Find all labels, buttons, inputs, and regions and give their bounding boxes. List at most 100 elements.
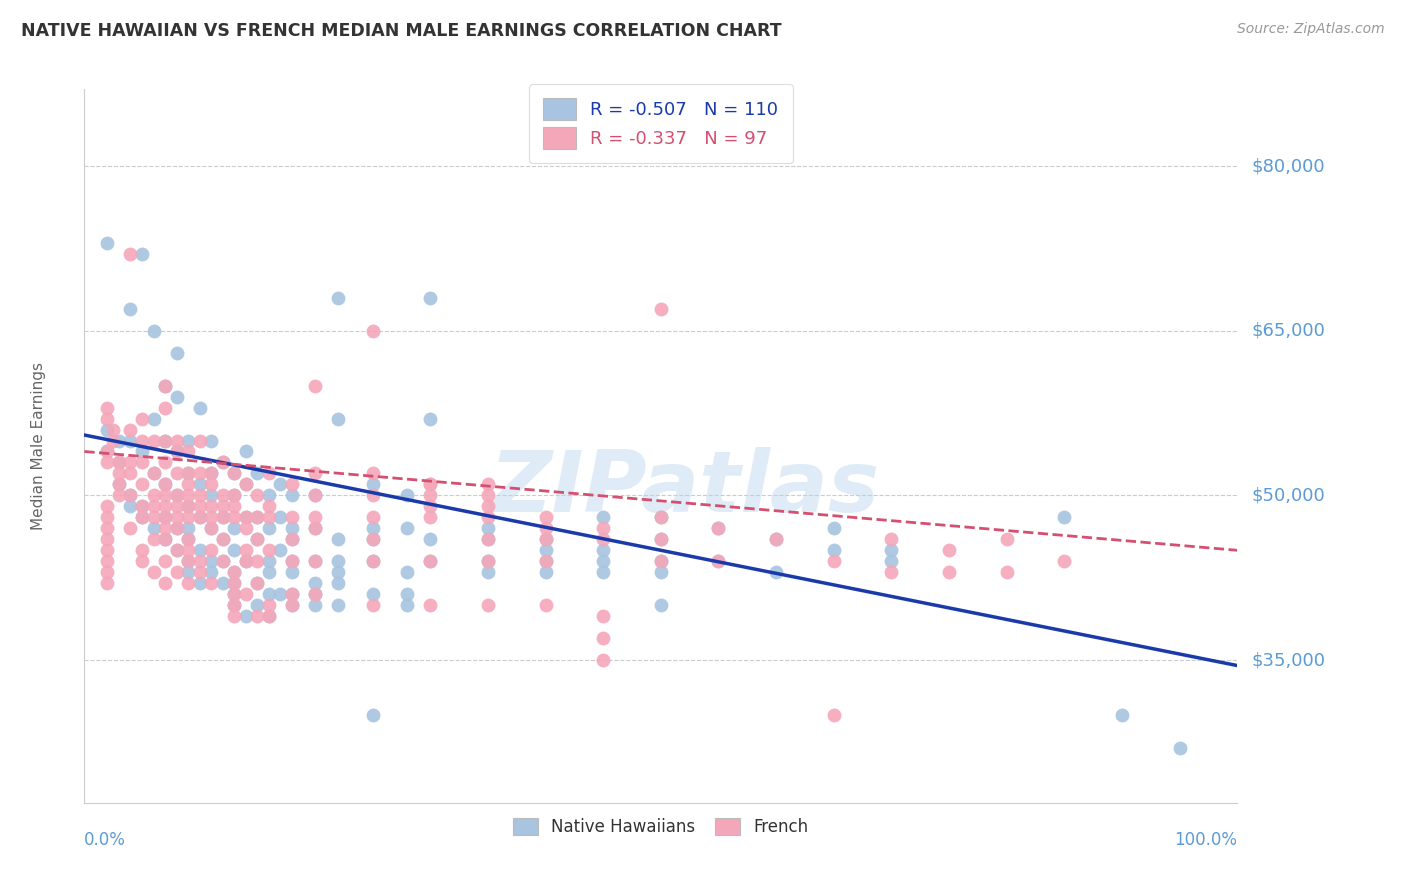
Point bbox=[304, 488, 326, 502]
Text: ZIPatlas: ZIPatlas bbox=[489, 447, 879, 531]
Point bbox=[361, 533, 384, 547]
Point bbox=[419, 500, 441, 514]
Point bbox=[120, 521, 142, 535]
Point bbox=[281, 533, 304, 547]
Point bbox=[96, 500, 118, 514]
Point bbox=[166, 390, 188, 404]
Point bbox=[246, 576, 269, 591]
Point bbox=[153, 521, 176, 535]
Point bbox=[304, 598, 326, 612]
Point bbox=[361, 554, 384, 568]
Point bbox=[419, 411, 441, 425]
Point bbox=[200, 500, 222, 514]
Point bbox=[166, 488, 188, 502]
Point bbox=[177, 444, 200, 458]
Point bbox=[211, 510, 233, 524]
Point bbox=[880, 543, 903, 558]
Point bbox=[142, 411, 165, 425]
Point bbox=[224, 598, 246, 612]
Point bbox=[361, 598, 384, 612]
Point bbox=[96, 521, 118, 535]
Point bbox=[765, 566, 787, 580]
Point bbox=[419, 510, 441, 524]
Point bbox=[995, 533, 1018, 547]
Point bbox=[166, 488, 188, 502]
Point bbox=[592, 533, 614, 547]
Point bbox=[153, 576, 176, 591]
Point bbox=[120, 467, 142, 481]
Point bbox=[142, 467, 165, 481]
Text: 100.0%: 100.0% bbox=[1174, 831, 1237, 849]
Point bbox=[1053, 510, 1076, 524]
Point bbox=[108, 434, 131, 448]
Point bbox=[166, 543, 188, 558]
Point bbox=[224, 510, 246, 524]
Point bbox=[257, 566, 280, 580]
Point bbox=[131, 434, 153, 448]
Point bbox=[166, 444, 188, 458]
Point bbox=[361, 510, 384, 524]
Point bbox=[177, 566, 200, 580]
Point bbox=[211, 554, 233, 568]
Point bbox=[396, 587, 419, 601]
Point bbox=[131, 247, 153, 261]
Point bbox=[246, 554, 269, 568]
Point bbox=[224, 566, 246, 580]
Text: NATIVE HAWAIIAN VS FRENCH MEDIAN MALE EARNINGS CORRELATION CHART: NATIVE HAWAIIAN VS FRENCH MEDIAN MALE EA… bbox=[21, 22, 782, 40]
Point bbox=[108, 477, 131, 491]
Point bbox=[823, 554, 845, 568]
Point bbox=[235, 477, 257, 491]
Point bbox=[396, 566, 419, 580]
Point bbox=[200, 566, 222, 580]
Point bbox=[200, 521, 222, 535]
Point bbox=[200, 510, 222, 524]
Point bbox=[592, 521, 614, 535]
Point bbox=[211, 510, 233, 524]
Text: Source: ZipAtlas.com: Source: ZipAtlas.com bbox=[1237, 22, 1385, 37]
Point bbox=[419, 554, 441, 568]
Point bbox=[224, 587, 246, 601]
Point bbox=[650, 533, 672, 547]
Point bbox=[650, 510, 672, 524]
Point bbox=[1111, 806, 1133, 821]
Point bbox=[153, 488, 176, 502]
Point bbox=[361, 488, 384, 502]
Point bbox=[419, 291, 441, 305]
Point bbox=[419, 477, 441, 491]
Point bbox=[224, 598, 246, 612]
Point bbox=[166, 444, 188, 458]
Point bbox=[96, 444, 118, 458]
Point bbox=[108, 455, 131, 469]
Point bbox=[177, 477, 200, 491]
Point bbox=[281, 587, 304, 601]
Text: $35,000: $35,000 bbox=[1251, 651, 1324, 669]
Point bbox=[153, 434, 176, 448]
Point bbox=[153, 533, 176, 547]
Point bbox=[650, 510, 672, 524]
Point bbox=[96, 510, 118, 524]
Point bbox=[200, 477, 222, 491]
Point bbox=[361, 554, 384, 568]
Point bbox=[257, 587, 280, 601]
Point bbox=[534, 543, 557, 558]
Point bbox=[246, 467, 269, 481]
Point bbox=[880, 566, 903, 580]
Point bbox=[477, 598, 499, 612]
Text: 0.0%: 0.0% bbox=[84, 831, 127, 849]
Point bbox=[120, 455, 142, 469]
Point bbox=[235, 444, 257, 458]
Point bbox=[707, 554, 730, 568]
Point bbox=[477, 554, 499, 568]
Point bbox=[477, 500, 499, 514]
Point bbox=[153, 477, 176, 491]
Point bbox=[235, 554, 257, 568]
Point bbox=[120, 488, 142, 502]
Point bbox=[224, 500, 246, 514]
Point bbox=[326, 533, 349, 547]
Point bbox=[188, 434, 211, 448]
Point bbox=[534, 566, 557, 580]
Point bbox=[131, 500, 153, 514]
Point bbox=[246, 533, 269, 547]
Point bbox=[823, 521, 845, 535]
Point bbox=[142, 533, 165, 547]
